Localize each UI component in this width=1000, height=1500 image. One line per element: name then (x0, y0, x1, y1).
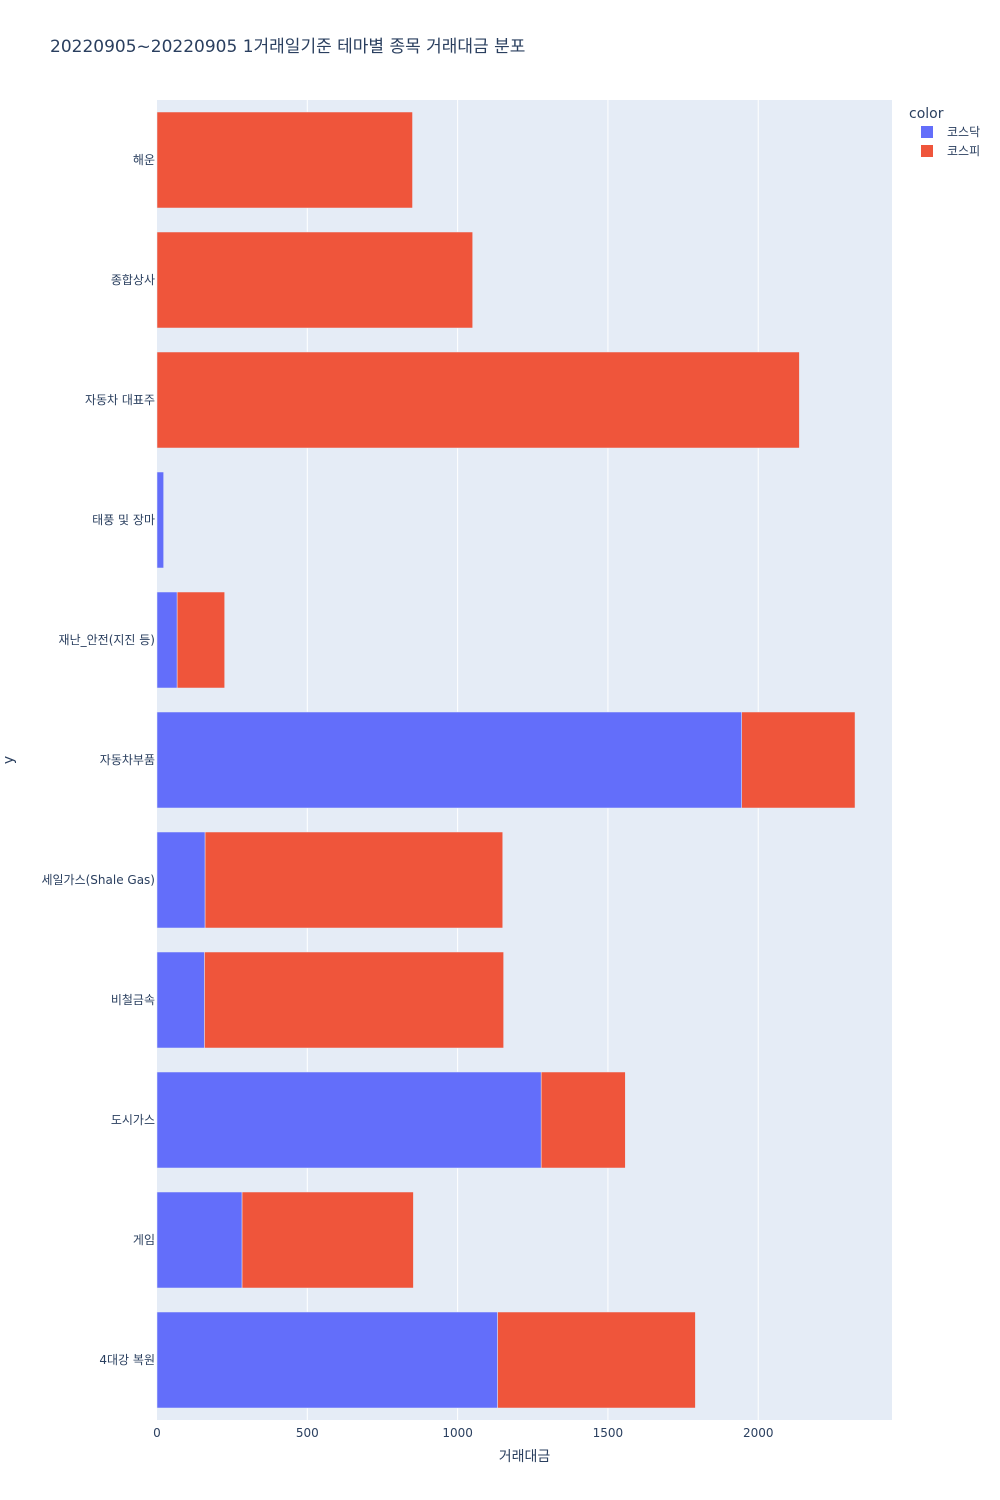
x-axis-title: 거래대금 (499, 1449, 551, 1465)
bar-kospi (156, 351, 800, 449)
y-tick-label: 해운 (133, 153, 155, 167)
x-tick-label: 0 (153, 1426, 161, 1440)
bar-kospi (204, 831, 503, 929)
x-tick-label: 500 (296, 1426, 319, 1440)
x-tick-label: 1500 (593, 1426, 624, 1440)
bars (156, 111, 856, 1409)
legend-label: 코스닥 (947, 125, 980, 139)
bar-kospi (741, 711, 856, 809)
bar-kospi (176, 591, 225, 689)
y-tick-label: 게임 (133, 1233, 155, 1247)
bar-kospi (204, 951, 504, 1049)
y-axis-title: y (1, 756, 17, 764)
x-tick-label: 1000 (442, 1426, 473, 1440)
y-tick-label: 자동차부품 (100, 753, 155, 767)
y-tick-label: 도시가스 (111, 1113, 155, 1127)
y-tick-label: 종합상사 (111, 273, 155, 287)
y-tick-label: 세일가스(Shale Gas) (41, 873, 155, 887)
x-tick-label: 2000 (743, 1426, 774, 1440)
y-tick-label: 재난_안전(지진 등) (59, 633, 155, 647)
bar-kospi (540, 1071, 626, 1169)
y-tick-label: 태풍 및 장마 (92, 513, 155, 527)
bar-kospi (241, 1191, 414, 1289)
chart-title: 20220905~20220905 1거래일기준 테마별 종목 거래대금 분포 (50, 37, 526, 57)
bar-kospi (156, 231, 473, 329)
legend-label: 코스피 (947, 144, 980, 158)
legend-title: color (909, 106, 944, 122)
bar-kosdaq (156, 711, 742, 809)
bar-kospi (156, 111, 413, 209)
y-tick-label: 자동차 대표주 (85, 393, 155, 407)
x-tick-labels: 0 500 1000 1500 2000 (153, 1426, 773, 1440)
bar-kosdaq (156, 471, 164, 569)
bar-kosdaq (156, 1071, 542, 1169)
y-tick-label: 비철금속 (111, 993, 155, 1007)
legend-swatch (921, 145, 933, 157)
bar-kosdaq (156, 591, 178, 689)
bar-kospi (497, 1311, 696, 1409)
y-tick-label: 4대강 복원 (99, 1353, 155, 1367)
bar-kosdaq (156, 1191, 243, 1289)
bar-kosdaq (156, 1311, 498, 1409)
bar-kosdaq (156, 951, 205, 1049)
legend-swatch (921, 126, 933, 138)
bar-kosdaq (156, 831, 206, 929)
